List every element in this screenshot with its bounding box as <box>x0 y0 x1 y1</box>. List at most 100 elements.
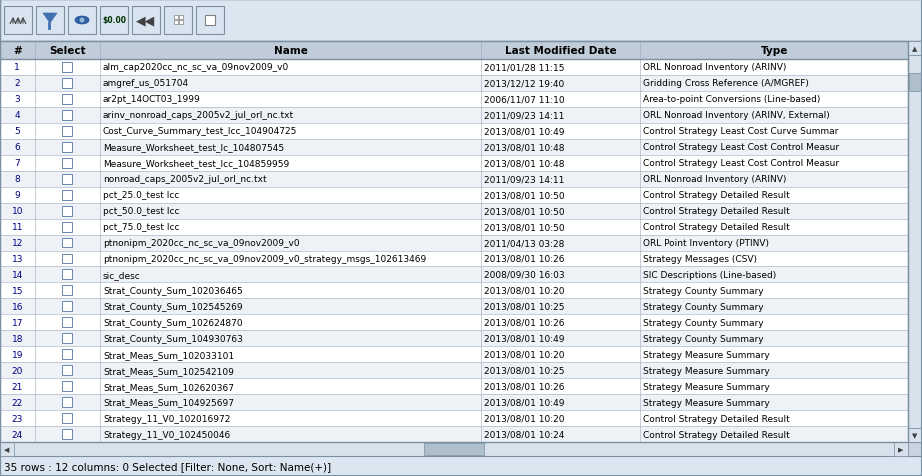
Text: 3: 3 <box>15 95 20 104</box>
Text: Strategy_11_V0_102016972: Strategy_11_V0_102016972 <box>103 414 230 423</box>
Text: 2013/12/12 19:40: 2013/12/12 19:40 <box>484 79 564 88</box>
Text: 20: 20 <box>12 366 23 375</box>
Bar <box>0 156 908 171</box>
Bar <box>0 426 908 442</box>
Bar <box>0 60 908 76</box>
Bar <box>205 16 215 26</box>
Bar <box>63 366 72 376</box>
Text: Control Strategy Least Cost Control Measur: Control Strategy Least Cost Control Meas… <box>644 143 839 152</box>
Text: ▼: ▼ <box>912 432 917 438</box>
Bar <box>894 442 908 456</box>
Text: 4: 4 <box>15 111 20 120</box>
Text: 2: 2 <box>15 79 20 88</box>
Bar <box>0 331 908 347</box>
Text: Strat_Meas_Sum_104925697: Strat_Meas_Sum_104925697 <box>103 398 234 407</box>
Text: Control Strategy Detailed Result: Control Strategy Detailed Result <box>644 430 790 438</box>
Text: Strat_County_Sum_102624870: Strat_County_Sum_102624870 <box>103 318 242 327</box>
Bar <box>0 171 908 187</box>
Bar <box>0 108 908 124</box>
Bar <box>0 456 922 476</box>
Text: pct_25.0_test lcc: pct_25.0_test lcc <box>103 191 179 200</box>
Text: ptnonipm_2020cc_nc_sc_va_09nov2009_v0_strategy_msgs_102613469: ptnonipm_2020cc_nc_sc_va_09nov2009_v0_st… <box>103 255 426 263</box>
Text: 35 rows : 12 columns: 0 Selected [Filter: None, Sort: Name(+)]: 35 rows : 12 columns: 0 Selected [Filter… <box>4 461 331 471</box>
Text: 2011/09/23 14:11: 2011/09/23 14:11 <box>484 111 564 120</box>
Bar <box>0 410 908 426</box>
Text: 19: 19 <box>11 350 23 359</box>
Text: 2013/08/01 10:25: 2013/08/01 10:25 <box>484 302 565 311</box>
Text: Control Strategy Detailed Result: Control Strategy Detailed Result <box>644 223 790 232</box>
Bar <box>0 347 908 362</box>
Bar <box>132 7 160 35</box>
Bar <box>0 235 908 251</box>
Bar <box>0 187 908 203</box>
Text: 14: 14 <box>12 270 23 279</box>
Bar <box>100 7 128 35</box>
Bar <box>36 7 64 35</box>
Bar <box>0 394 908 410</box>
Bar <box>0 139 908 156</box>
Text: ORL Nonroad Inventory (ARINV): ORL Nonroad Inventory (ARINV) <box>644 175 786 184</box>
Bar <box>63 270 72 280</box>
Text: ar2pt_14OCT03_1999: ar2pt_14OCT03_1999 <box>103 95 201 104</box>
Text: Measure_Worksheet_test_lc_104807545: Measure_Worksheet_test_lc_104807545 <box>103 143 284 152</box>
Bar <box>63 397 72 407</box>
Text: 13: 13 <box>11 255 23 263</box>
Text: Strategy County Summary: Strategy County Summary <box>644 302 763 311</box>
Bar <box>63 286 72 296</box>
Text: Strat_Meas_Sum_102542109: Strat_Meas_Sum_102542109 <box>103 366 234 375</box>
Text: 2013/08/01 10:26: 2013/08/01 10:26 <box>484 382 565 391</box>
Bar <box>0 299 908 315</box>
Text: 7: 7 <box>15 159 20 168</box>
Bar <box>63 111 72 120</box>
Text: amgref_us_051704: amgref_us_051704 <box>103 79 189 88</box>
Bar <box>0 315 908 331</box>
Text: 11: 11 <box>11 223 23 232</box>
Text: 10: 10 <box>11 207 23 216</box>
Text: 2011/09/23 14:11: 2011/09/23 14:11 <box>484 175 564 184</box>
Text: ORL Nonroad Inventory (ARINV, External): ORL Nonroad Inventory (ARINV, External) <box>644 111 830 120</box>
Text: 2013/08/01 10:48: 2013/08/01 10:48 <box>484 159 565 168</box>
Text: Control Strategy Least Cost Control Measur: Control Strategy Least Cost Control Meas… <box>644 159 839 168</box>
Text: 2013/08/01 10:26: 2013/08/01 10:26 <box>484 255 565 263</box>
Bar <box>174 16 178 20</box>
Bar <box>908 42 922 442</box>
Text: 2008/09/30 16:03: 2008/09/30 16:03 <box>484 270 565 279</box>
Text: 5: 5 <box>15 127 20 136</box>
Text: Strategy Measure Summary: Strategy Measure Summary <box>644 366 770 375</box>
Bar <box>0 362 908 378</box>
Text: Strat_County_Sum_102036465: Strat_County_Sum_102036465 <box>103 286 242 295</box>
Bar <box>63 238 72 248</box>
Text: ORL Nonroad Inventory (ARINV): ORL Nonroad Inventory (ARINV) <box>644 63 786 72</box>
Text: Area-to-point Conversions (Line-based): Area-to-point Conversions (Line-based) <box>644 95 821 104</box>
Text: sic_desc: sic_desc <box>103 270 141 279</box>
Text: 18: 18 <box>11 334 23 343</box>
Bar <box>63 317 72 327</box>
Text: Gridding Cross Reference (A/MGREF): Gridding Cross Reference (A/MGREF) <box>644 79 809 88</box>
Text: 2013/08/01 10:25: 2013/08/01 10:25 <box>484 366 565 375</box>
Text: pct_50.0_test lcc: pct_50.0_test lcc <box>103 207 180 216</box>
Bar <box>63 142 72 152</box>
Text: Strategy_11_V0_102450046: Strategy_11_V0_102450046 <box>103 430 230 438</box>
Text: Strategy Measure Summary: Strategy Measure Summary <box>644 350 770 359</box>
Text: Cost_Curve_Summary_test_lcc_104904725: Cost_Curve_Summary_test_lcc_104904725 <box>103 127 297 136</box>
Bar <box>0 378 908 394</box>
Bar <box>909 74 921 92</box>
Bar <box>0 42 908 60</box>
Text: Control Strategy Detailed Result: Control Strategy Detailed Result <box>644 207 790 216</box>
Text: Strat_County_Sum_104930763: Strat_County_Sum_104930763 <box>103 334 242 343</box>
Bar <box>164 7 192 35</box>
Bar <box>908 428 922 442</box>
Text: 24: 24 <box>12 430 23 438</box>
Bar <box>63 95 72 105</box>
Bar <box>0 0 922 42</box>
Text: 2013/08/01 10:50: 2013/08/01 10:50 <box>484 191 565 200</box>
Text: ORL Point Inventory (PTINV): ORL Point Inventory (PTINV) <box>644 238 769 248</box>
Bar <box>179 16 183 20</box>
Text: Strat_Meas_Sum_102620367: Strat_Meas_Sum_102620367 <box>103 382 234 391</box>
Text: 2011/01/28 11:15: 2011/01/28 11:15 <box>484 63 565 72</box>
Text: arinv_nonroad_caps_2005v2_jul_orl_nc.txt: arinv_nonroad_caps_2005v2_jul_orl_nc.txt <box>103 111 294 120</box>
Bar <box>63 254 72 264</box>
Bar <box>0 124 908 139</box>
Text: 2006/11/07 11:10: 2006/11/07 11:10 <box>484 95 565 104</box>
Text: nonroad_caps_2005v2_jul_orl_nc.txt: nonroad_caps_2005v2_jul_orl_nc.txt <box>103 175 266 184</box>
